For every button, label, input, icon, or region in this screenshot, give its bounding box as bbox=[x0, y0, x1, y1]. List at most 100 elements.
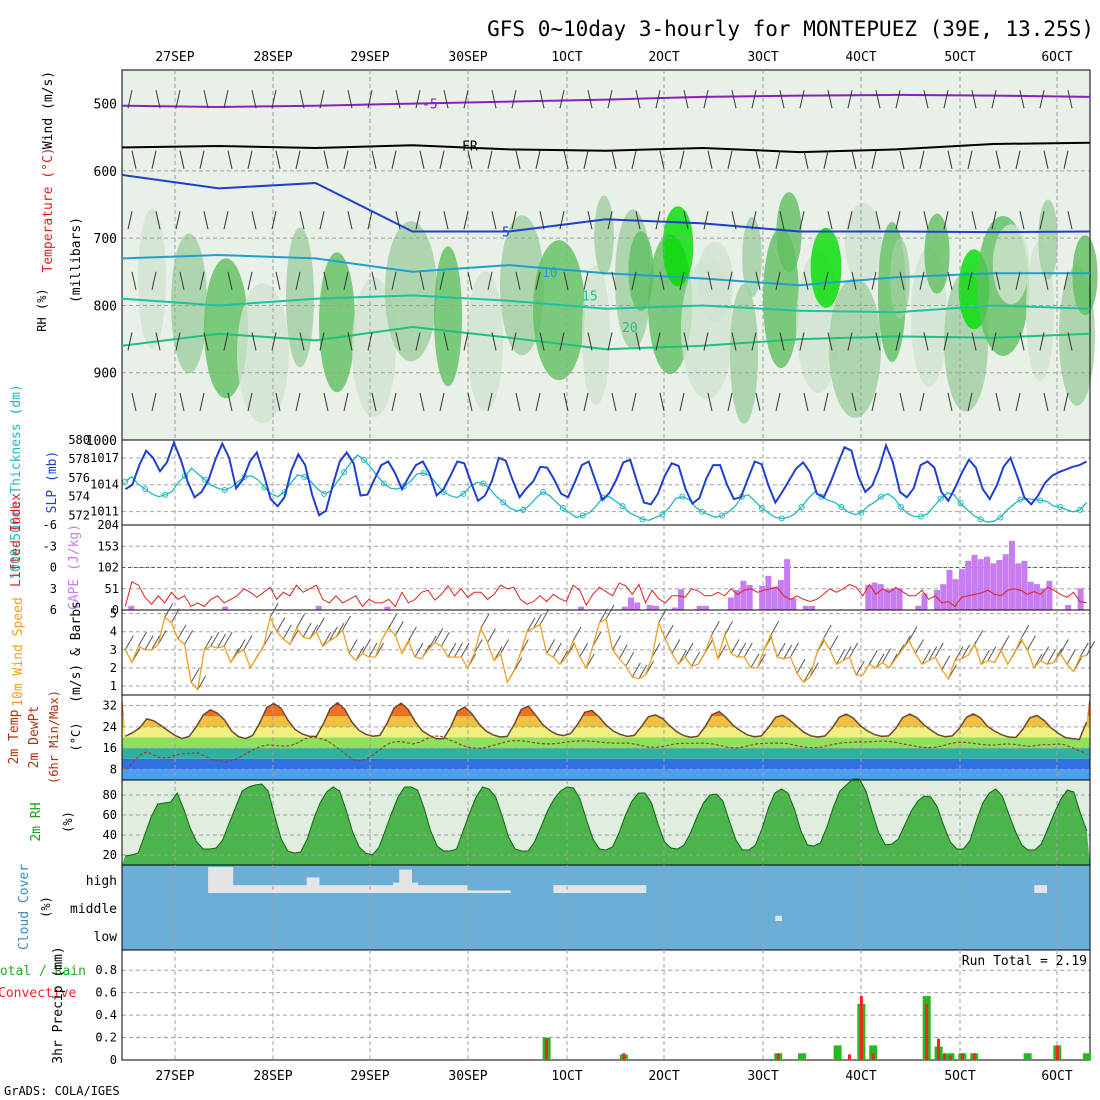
thickness-point bbox=[142, 486, 149, 493]
wind-barb bbox=[223, 332, 229, 351]
thickness-point bbox=[699, 508, 706, 515]
cloud-tick-label: high bbox=[86, 874, 117, 889]
surface-wind-barb bbox=[796, 659, 806, 674]
surface-wind-barb bbox=[868, 650, 878, 665]
wind-barb bbox=[755, 150, 761, 169]
panel-axis-label: Cloud Cover bbox=[17, 864, 32, 950]
surface-wind-barb bbox=[915, 639, 924, 654]
thickness-point bbox=[957, 500, 964, 507]
surface-wind-barb bbox=[296, 613, 305, 629]
cape-tick-label: 204 bbox=[97, 518, 119, 532]
wind-barb bbox=[799, 211, 805, 230]
wind-barb bbox=[347, 211, 353, 230]
cloud-bar bbox=[251, 885, 258, 893]
wind-barb bbox=[1039, 90, 1045, 109]
rh-tick-label: 40 bbox=[103, 828, 117, 842]
wind-barb bbox=[271, 90, 277, 109]
rh-shade bbox=[662, 206, 694, 287]
surface-wind-barb bbox=[151, 635, 161, 651]
wind-barb bbox=[155, 90, 161, 109]
surface-wind-barb bbox=[730, 639, 740, 654]
panel-axis-label: 10m Wind Speed bbox=[11, 597, 26, 707]
wind-barb bbox=[971, 211, 977, 230]
thickness-tick-label: 578 bbox=[68, 452, 90, 466]
cloud-bar bbox=[282, 885, 289, 893]
precip-convective-bar bbox=[545, 1038, 549, 1060]
cape-bar bbox=[1065, 605, 1072, 610]
cloud-tick-label: middle bbox=[70, 902, 117, 917]
thickness-point bbox=[201, 476, 208, 483]
wind-barb bbox=[851, 150, 857, 169]
cape-bar bbox=[965, 560, 972, 610]
wind-barb bbox=[1019, 90, 1025, 109]
surface-wind-barb bbox=[170, 608, 180, 623]
temp-tick-label: 16 bbox=[103, 741, 117, 755]
panel-axis-label: (6hr Min/Max) bbox=[47, 690, 61, 784]
cape-bar bbox=[952, 579, 959, 610]
cape-bar bbox=[896, 588, 903, 610]
cloud-bar bbox=[368, 885, 376, 893]
cape-bar bbox=[771, 586, 778, 610]
wind-barb bbox=[707, 150, 713, 169]
wind-barb bbox=[923, 332, 929, 351]
wind-barb bbox=[659, 150, 665, 169]
thickness-point bbox=[719, 512, 726, 519]
wind-barb bbox=[875, 211, 881, 230]
surface-wind-barb bbox=[710, 621, 720, 636]
precip-tick-label: 0.6 bbox=[95, 986, 117, 1000]
cloud-bar bbox=[602, 885, 610, 893]
surface-wind-barb bbox=[315, 617, 325, 632]
wind-barb bbox=[847, 211, 853, 230]
isotherm-line bbox=[121, 253, 1090, 287]
surface-wind-barb bbox=[440, 631, 450, 647]
thickness-point bbox=[659, 511, 666, 518]
panel-axis-label: (millibars) bbox=[69, 217, 84, 303]
wind-barb bbox=[751, 211, 757, 230]
wind-barb bbox=[511, 90, 517, 109]
wind-barb bbox=[467, 271, 473, 290]
wind-barb bbox=[511, 332, 517, 351]
wind-barb bbox=[347, 90, 353, 109]
thickness-point bbox=[977, 516, 984, 523]
wind-barb bbox=[415, 90, 421, 109]
cloud-bar bbox=[393, 882, 400, 893]
rh-shade bbox=[1072, 235, 1098, 316]
precip-total-bar bbox=[1083, 1053, 1092, 1060]
precip-tick-label: 0.2 bbox=[95, 1031, 117, 1045]
panel-axis-label: SLP (mb) bbox=[45, 451, 60, 514]
wind-barb bbox=[611, 392, 617, 412]
wind-barb bbox=[347, 332, 353, 351]
cape-bar bbox=[958, 569, 965, 610]
precip-convective-bar bbox=[925, 1003, 929, 1060]
wind-barb bbox=[487, 392, 493, 412]
cloud-bar bbox=[263, 885, 271, 893]
cape-tick-label: 102 bbox=[97, 561, 119, 575]
thickness-point bbox=[301, 473, 308, 480]
wind-barb bbox=[439, 392, 445, 412]
wind-barb bbox=[995, 150, 1001, 169]
surface-wind-barb bbox=[394, 621, 404, 636]
wind-barb bbox=[175, 332, 181, 351]
top-date-label: 27SEP bbox=[155, 50, 194, 65]
thickness-point bbox=[122, 478, 129, 485]
wind-barb bbox=[679, 271, 685, 290]
surface-wind-barb bbox=[217, 633, 226, 649]
wind-barb bbox=[947, 392, 953, 412]
wind-barb bbox=[275, 150, 281, 169]
lifted-tick-label: 6 bbox=[50, 603, 57, 617]
wind-barb bbox=[443, 90, 449, 109]
surface-wind-barb bbox=[302, 622, 312, 638]
surface-wind-barb bbox=[934, 642, 944, 658]
wind-barb bbox=[587, 211, 593, 230]
cape-bar bbox=[652, 605, 659, 610]
wind-barb bbox=[635, 332, 641, 351]
rh-shade bbox=[138, 208, 166, 349]
chart-title: GFS 0~10day 3-hourly for MONTEPUEZ (39E,… bbox=[487, 17, 1094, 41]
surface-wind-barb bbox=[539, 610, 549, 625]
surface-wind-barb bbox=[605, 604, 615, 620]
wind-barb bbox=[607, 90, 613, 109]
surface-wind-barb bbox=[552, 642, 562, 658]
panel-axis-label: 3hr Precip (mm) bbox=[51, 946, 66, 1063]
wind-barb bbox=[1015, 392, 1021, 412]
